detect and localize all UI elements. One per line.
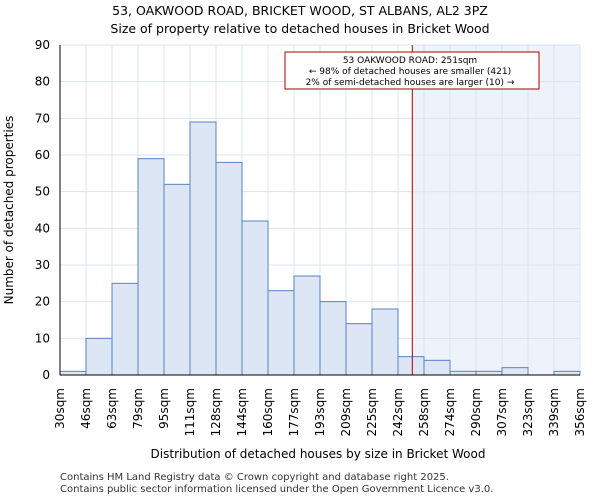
x-tick-label: 274sqm: [443, 388, 457, 436]
annotation-line-1: 53 OAKWOOD ROAD: 251sqm: [343, 56, 477, 66]
chart-subtitle: Size of property relative to detached ho…: [110, 21, 489, 36]
x-tick-label: 160sqm: [261, 388, 275, 436]
bar-274sqm: [449, 370, 477, 376]
x-tick-label: 242sqm: [391, 388, 405, 436]
bar-160sqm: [267, 290, 295, 376]
annotation-line-2: ← 98% of detached houses are smaller (42…: [309, 67, 511, 77]
y-tick-label: 10: [35, 331, 50, 345]
x-tick-label: 30sqm: [53, 388, 67, 429]
y-tick-label: 80: [35, 75, 50, 89]
y-tick-label: 30: [35, 258, 50, 272]
annotation-box: 53 OAKWOOD ROAD: 251sqm ← 98% of detache…: [284, 51, 540, 90]
x-axis-label: Distribution of detached houses by size …: [151, 447, 486, 461]
x-tick-label: 193sqm: [313, 388, 327, 436]
bar-79sqm: [137, 158, 165, 376]
footer-line-1: Contains HM Land Registry data © Crown c…: [60, 472, 449, 483]
x-tick-label: 225sqm: [365, 388, 379, 436]
bar-95sqm: [163, 183, 191, 376]
footer-line-2: Contains public sector information licen…: [60, 484, 494, 495]
bar-111sqm: [189, 121, 217, 376]
y-tick-label: 0: [42, 368, 50, 382]
x-tick-label: 46sqm: [79, 388, 93, 429]
y-tick-label: 60: [35, 148, 50, 162]
bar-193sqm: [319, 301, 347, 376]
chart-title: 53, OAKWOOD ROAD, BRICKET WOOD, ST ALBAN…: [112, 3, 488, 18]
bar-30sqm: [59, 370, 87, 376]
y-tick-label: 50: [35, 185, 50, 199]
bar-63sqm: [111, 282, 139, 376]
annotation-line-3: 2% of semi-detached houses are larger (1…: [306, 78, 515, 88]
bar-242sqm: [397, 356, 425, 376]
x-tick-label: 144sqm: [235, 388, 249, 436]
x-tick-label: 339sqm: [547, 388, 561, 436]
x-tick-label: 258sqm: [417, 388, 431, 436]
bar-209sqm: [345, 323, 373, 376]
y-tick-label: 40: [35, 221, 50, 235]
x-tick-label: 128sqm: [209, 388, 223, 436]
bar-258sqm: [423, 359, 451, 376]
bar-46sqm: [85, 337, 113, 376]
bar-177sqm: [293, 275, 321, 376]
bar-307sqm: [501, 367, 529, 376]
x-tick-label: 307sqm: [495, 388, 509, 436]
x-tick-label: 95sqm: [157, 388, 171, 429]
x-tick-label: 323sqm: [521, 388, 535, 436]
x-tick-label: 177sqm: [287, 388, 301, 436]
bar-128sqm: [215, 161, 243, 376]
x-tick-label: 356sqm: [573, 388, 587, 436]
y-tick-label: 70: [35, 111, 50, 125]
bar-339sqm: [553, 370, 581, 376]
x-tick-label: 111sqm: [183, 388, 197, 436]
bar-290sqm: [475, 370, 503, 376]
y-tick-label: 90: [35, 38, 50, 52]
highlight-region: [412, 45, 580, 375]
x-tick-label: 63sqm: [105, 388, 119, 429]
y-axis-label: Number of detached properties: [2, 116, 16, 305]
x-tick-label: 290sqm: [469, 388, 483, 436]
bar-225sqm: [371, 308, 399, 376]
bar-144sqm: [241, 220, 269, 376]
y-tick-label: 20: [35, 295, 50, 309]
x-tick-label: 79sqm: [131, 388, 145, 429]
x-tick-label: 209sqm: [339, 388, 353, 436]
